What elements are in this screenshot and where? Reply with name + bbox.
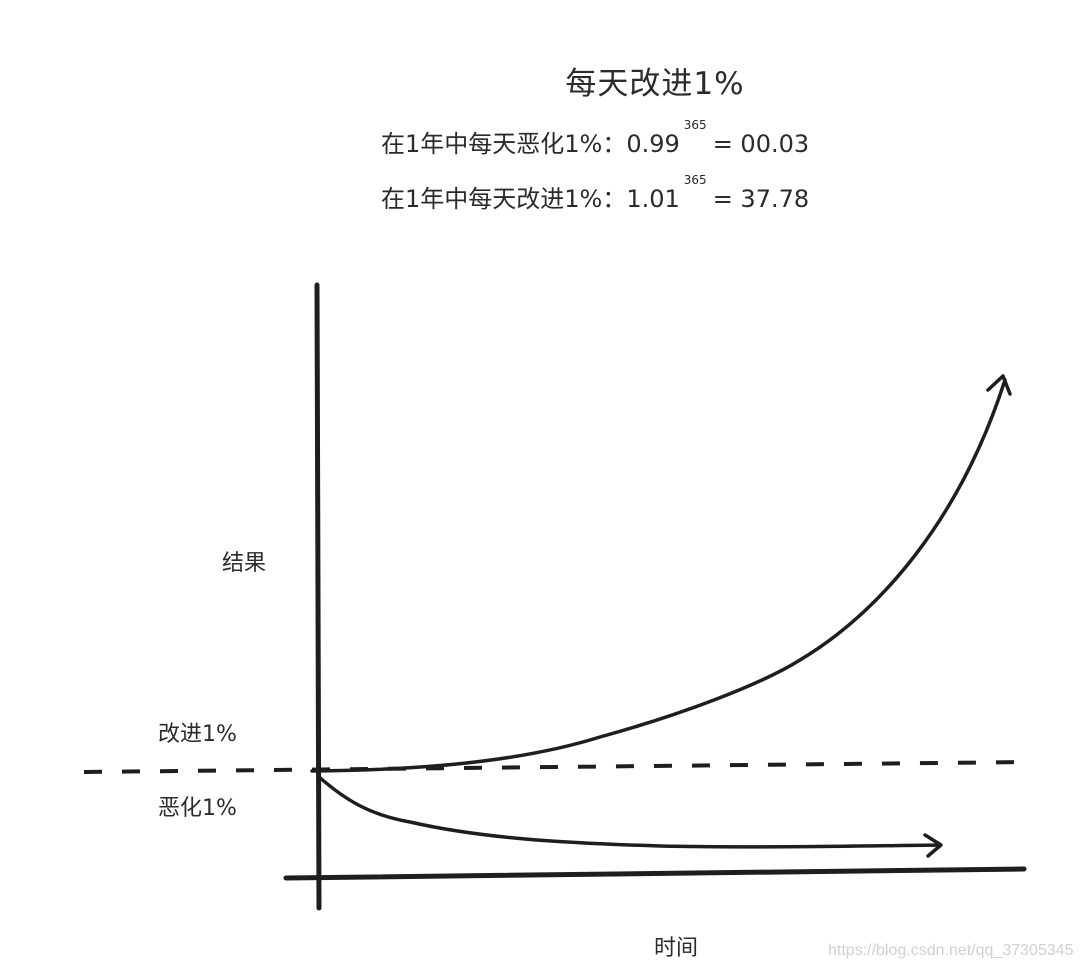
y-axis bbox=[314, 282, 322, 911]
formula-decline-prefix: 在1年中每天恶化1%： bbox=[381, 130, 627, 158]
formula-decline-base: 0.99 bbox=[626, 130, 680, 158]
y-axis-label: 结果 bbox=[222, 551, 267, 576]
formula-decline-result: = 00.03 bbox=[712, 130, 810, 158]
formula-improve-prefix: 在1年中每天改进1%： bbox=[381, 185, 627, 213]
formula-improve-result: = 37.78 bbox=[712, 185, 810, 213]
improve-label: 改进1% bbox=[158, 722, 237, 747]
x-axis-label: 时间 bbox=[654, 936, 699, 961]
chart-title: 每天改进1% bbox=[565, 66, 745, 102]
formula-decline: 在1年中每天恶化1%：0.99365 = 00.03 bbox=[381, 118, 810, 159]
formula-improve: 在1年中每天改进1%：1.01365 = 37.78 bbox=[381, 173, 810, 214]
formula-decline-exponent: 365 bbox=[683, 118, 707, 132]
decline-arrow-icon bbox=[923, 833, 943, 858]
improve-arrow-icon bbox=[986, 374, 1012, 396]
baseline-dashed bbox=[83, 760, 1031, 774]
decline-label: 恶化1% bbox=[158, 796, 237, 821]
formula-improve-base: 1.01 bbox=[626, 185, 680, 213]
formula-improve-exponent: 365 bbox=[683, 173, 707, 187]
watermark: https://blog.csdn.net/qq_37305345 bbox=[828, 942, 1074, 959]
x-axis bbox=[283, 866, 1027, 881]
decline-curve bbox=[316, 774, 942, 849]
improve-curve bbox=[310, 378, 1007, 773]
